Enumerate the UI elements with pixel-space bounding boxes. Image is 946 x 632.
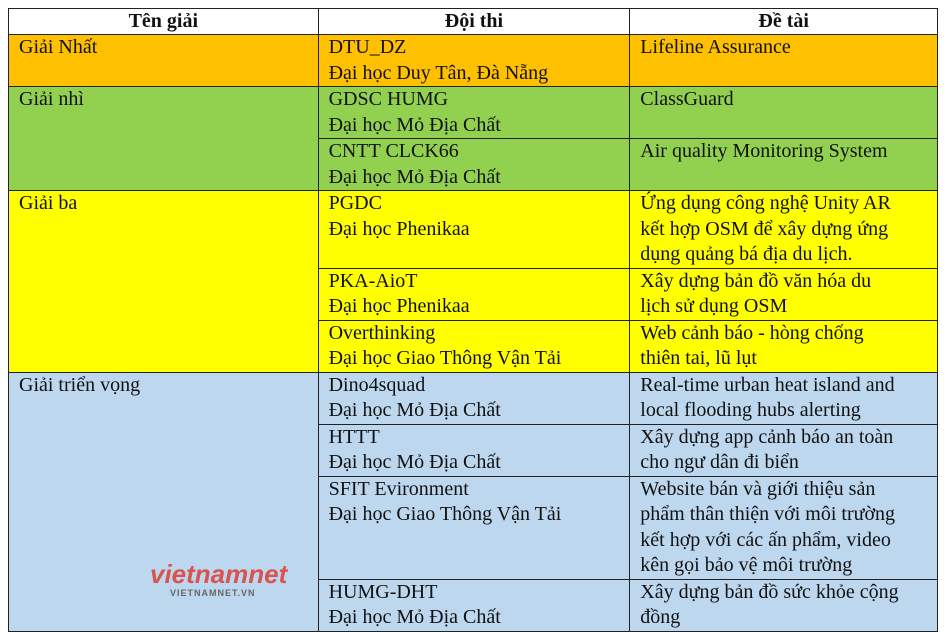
team-cell: Overthinking Đại học Giao Thông Vận Tải [317, 319, 631, 373]
topic-line: Xây dựng bản đồ văn hóa du [640, 269, 872, 292]
team-name: GDSC HUMG [328, 88, 449, 110]
table-row: Giải ba PGDC Đại học Phenikaa Ứng dụng công… [8, 190, 938, 373]
school-name: Đại học Duy Tân, Đà Nẵng [328, 61, 549, 84]
team-cell: GDSC HUMG Đại học Mỏ Địa Chất [317, 86, 631, 139]
school-name: Đại học Giao Thông Vận Tải [328, 503, 562, 525]
school-name: Đại học Mỏ Địa Chất [328, 165, 501, 188]
team-cell: PGDC Đại học Phenikaa [317, 190, 631, 269]
header-team: Đội thi [317, 8, 631, 35]
team-name: PKA-AioT [328, 269, 418, 292]
topic-cell: Website bán và giới thiệu sản phẩm thân t… [629, 475, 938, 580]
topic-line: dụng quảng bá địa du lịch. [640, 243, 853, 265]
topic-cell: Real-time urban heat island and local flo… [629, 371, 938, 425]
school-name: Đại học Phenikaa [328, 217, 470, 240]
team-name: SFIT Evironment [328, 477, 469, 500]
school-name: Đại học Giao Thông Vận Tải [328, 347, 562, 369]
topic-line: phẩm thân thiện với môi trường [640, 503, 896, 525]
team-name: Dino4squad [328, 373, 426, 396]
topic-line: kết hợp với các ấn phẩm, video [640, 528, 891, 551]
team-cell: PKA-AioT Đại học Phenikaa [317, 267, 631, 321]
team-name: HTTT [328, 425, 380, 448]
topic-line: ClassGuard [640, 88, 734, 110]
team-cell: HUMG-DHT Đại học Mỏ Địa Chất [317, 578, 631, 632]
topic-line: Ứng dụng công nghệ Unity AR [640, 192, 891, 214]
topic-line: Lifeline Assurance [640, 36, 791, 58]
school-name: Đại học Mỏ Địa Chất [328, 113, 501, 136]
topic-line: local flooding hubs alerting [640, 399, 861, 421]
topic-cell: Web cảnh báo - hòng chống thiên tai, lũ l… [629, 319, 938, 373]
topic-cell: Xây dựng bản đồ văn hóa du lịch sử dụng O… [629, 267, 938, 321]
topic-line: Air quality Monitoring System [640, 140, 888, 162]
topic-cell: Xây dựng app cảnh báo an toàn cho ngư dân… [629, 423, 938, 477]
topic-line: cho ngư dân đi biển [640, 451, 799, 473]
header-row: Tên giải Đội thi Đề tài [8, 8, 938, 35]
school-name: Đại học Mỏ Địa Chất [328, 451, 501, 473]
table-row: CNTT CLCK66 Đại học Mỏ Địa Chất Air qualit… [8, 138, 938, 191]
header-topic: Đề tài [629, 8, 938, 35]
team-name: DTU_DZ [328, 36, 407, 58]
topic-line: Website bán và giới thiệu sản [640, 477, 876, 500]
topic-line: Xây dựng bản đồ sức khỏe cộng [640, 580, 899, 603]
topic-line: Real-time urban heat island and [640, 373, 895, 396]
topic-line: Xây dựng app cảnh báo an toàn [640, 425, 894, 448]
table-row: Giải triển vọng Dino4squad Đại học Mỏ Địa … [8, 371, 938, 632]
prize-cell: Giải nhì [8, 86, 319, 191]
team-name: PGDC [328, 192, 382, 214]
topic-cell: Air quality Monitoring System [629, 138, 938, 191]
table-row: Giải Nhất DTU_DZ Đại học Duy Tân, Đà Nẵng L… [8, 34, 938, 87]
team-name: CNTT CLCK66 [328, 140, 459, 162]
prize-cell: Giải ba [8, 190, 319, 373]
topic-line: Web cảnh báo - hòng chống [640, 321, 864, 344]
topic-line: kết hợp OSM để xây dựng ứng [640, 217, 889, 240]
team-cell: Dino4squad Đại học Mỏ Địa Chất [317, 371, 631, 425]
team-cell: CNTT CLCK66 Đại học Mỏ Địa Chất [317, 138, 631, 191]
topic-line: đồng [640, 606, 681, 628]
topic-cell: Xây dựng bản đồ sức khỏe cộng đồng [629, 578, 938, 632]
topic-cell: Lifeline Assurance [629, 34, 938, 87]
team-cell: DTU_DZ Đại học Duy Tân, Đà Nẵng [317, 34, 631, 87]
team-cell: SFIT Evironment Đại học Giao Thông Vận Tả… [317, 475, 631, 580]
awards-table: Tên giải Đội thi Đề tài Giải Nhất DTU_DZ Đ… [8, 8, 938, 632]
prize-cell: Giải triển vọng [8, 371, 319, 632]
school-name: Đại học Mỏ Địa Chất [328, 399, 501, 421]
topic-cell: ClassGuard [629, 86, 938, 139]
school-name: Đại học Mỏ Địa Chất [328, 606, 501, 628]
header-prize: Tên giải [8, 8, 319, 35]
team-name: Overthinking [328, 321, 436, 344]
team-name: HUMG-DHT [328, 580, 438, 603]
topic-line: thiên tai, lũ lụt [640, 347, 757, 369]
topic-line: kên gọi bảo vệ môi trường [640, 554, 853, 576]
school-name: Đại học Phenikaa [328, 295, 470, 317]
prize-cell: Giải Nhất [8, 34, 319, 87]
table-row: Giải nhì GDSC HUMG Đại học Mỏ Địa Chất Clas… [8, 86, 938, 191]
topic-line: lịch sử dụng OSM [640, 295, 788, 317]
team-cell: HTTT Đại học Mỏ Địa Chất [317, 423, 631, 477]
topic-cell: Ứng dụng công nghệ Unity AR kết hợp OSM đ… [629, 190, 938, 269]
